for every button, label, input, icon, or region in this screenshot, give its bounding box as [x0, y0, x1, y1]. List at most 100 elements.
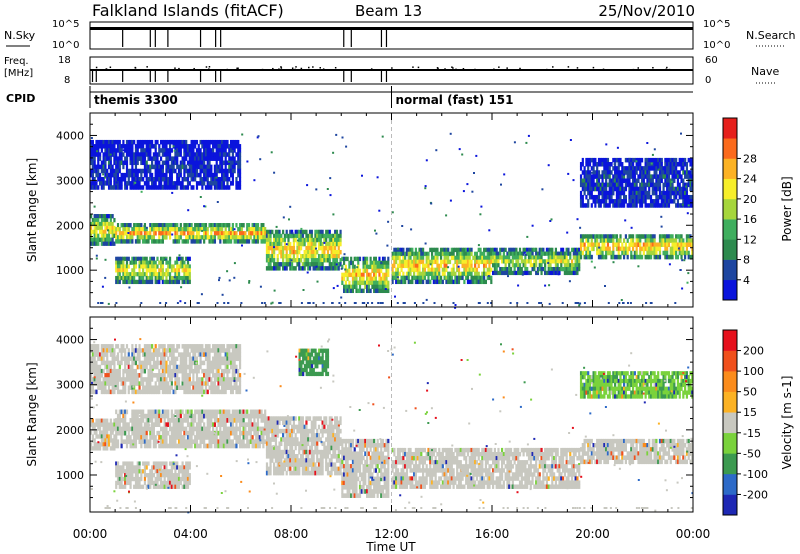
heatmap-cell	[483, 275, 486, 281]
heatmap-cell	[253, 231, 256, 236]
heatmap-cell	[134, 152, 138, 157]
nave-point	[278, 68, 280, 70]
heatmap-cell	[350, 284, 353, 290]
heatmap-cell	[142, 139, 145, 145]
heatmap-cell	[635, 242, 638, 247]
heatmap-cell	[567, 270, 570, 276]
heatmap-cell	[549, 251, 552, 256]
heatmap-cell	[212, 139, 215, 145]
heatmap-cell	[210, 139, 213, 145]
heatmap-cell	[673, 194, 676, 200]
heatmap-cell	[113, 446, 116, 451]
heatmap-cell	[648, 162, 651, 167]
heatmap-cell	[118, 152, 121, 157]
heatmap-cell	[649, 182, 653, 188]
heatmap-cell	[231, 176, 234, 182]
heatmap-cell	[644, 203, 647, 208]
heatmap-cell	[186, 181, 190, 186]
heatmap-cell	[599, 246, 602, 252]
heatmap-cell	[167, 152, 170, 157]
heatmap-cell	[195, 435, 199, 440]
heatmap-cell	[143, 430, 147, 436]
heatmap-cell	[483, 251, 486, 257]
heatmap-cell	[197, 430, 200, 436]
heatmap-speck	[215, 176, 218, 179]
heatmap-cell	[212, 156, 215, 161]
heatmap-cell	[456, 259, 459, 265]
heatmap-cell	[438, 271, 441, 277]
heatmap-cell	[271, 454, 274, 459]
heatmap-cell	[578, 259, 581, 264]
heatmap-cell	[122, 144, 125, 149]
heatmap-cell	[233, 443, 236, 449]
heatmap-cell	[599, 186, 602, 192]
heatmap-cell	[640, 178, 644, 184]
heatmap-cell	[676, 162, 680, 167]
heatmap-cell	[470, 251, 473, 257]
heatmap-cell	[691, 199, 694, 204]
heatmap-cell	[176, 275, 179, 281]
heatmap-cell	[624, 250, 627, 256]
heatmap-cell	[256, 439, 260, 445]
heatmap-cell	[601, 178, 604, 184]
heatmap-cell	[238, 418, 242, 423]
heatmap-cell	[122, 239, 125, 244]
heatmap-cell	[242, 418, 245, 423]
heatmap-cell	[381, 280, 385, 286]
heatmap-cell	[100, 430, 103, 435]
heatmap-cell	[461, 263, 464, 269]
heatmap-cell	[676, 234, 680, 239]
nave-point	[493, 68, 495, 70]
heatmap-cell	[97, 221, 100, 227]
heatmap-cell	[231, 430, 234, 436]
heatmap-cell	[186, 168, 190, 174]
heatmap-cell	[448, 279, 452, 285]
heatmap-cell	[321, 245, 324, 251]
heatmap-cell	[143, 231, 147, 236]
heatmap-cell	[653, 162, 656, 167]
heatmap-cell	[185, 443, 188, 449]
heatmap-cell	[229, 181, 233, 186]
heatmap-cell	[395, 271, 398, 277]
heatmap-cell	[120, 148, 123, 153]
heatmap-cell	[376, 284, 379, 290]
heatmap-cell	[179, 148, 182, 153]
heatmap-cell	[623, 199, 626, 204]
heatmap-cell	[626, 238, 629, 243]
heatmap-cell	[463, 251, 466, 257]
heatmap-cell	[124, 422, 127, 427]
heatmap-cell	[456, 255, 459, 261]
heatmap-cell	[183, 148, 186, 153]
heatmap-cell	[156, 156, 159, 161]
heatmap-cell	[224, 164, 227, 170]
heatmap-cell	[109, 217, 112, 223]
heatmap-cell	[104, 156, 107, 161]
heatmap-cell	[124, 413, 127, 419]
heatmap-cell	[667, 166, 671, 171]
heatmap-cell	[436, 259, 439, 265]
heatmap-cell	[172, 279, 175, 285]
heatmap-cell	[260, 223, 263, 228]
heatmap-cell	[244, 409, 247, 415]
heatmap-cell	[673, 199, 676, 204]
heatmap-cell	[404, 255, 407, 261]
heatmap-cell	[631, 166, 635, 171]
heatmap-cell	[111, 241, 114, 246]
heatmap-cell	[143, 168, 147, 174]
heatmap-cell	[456, 279, 459, 285]
heatmap-cell	[581, 242, 584, 247]
heatmap-speck	[681, 203, 684, 206]
heatmap-cell	[660, 178, 663, 184]
heatmap-cell	[253, 439, 256, 445]
heatmap-cell	[154, 435, 157, 440]
heatmap-cell	[195, 409, 199, 415]
heatmap-cell	[124, 185, 127, 190]
heatmap-cell	[506, 251, 509, 256]
heatmap-cell	[253, 409, 256, 415]
heatmap-cell	[226, 152, 229, 157]
heatmap-cell	[274, 458, 278, 463]
heatmap-cell	[303, 262, 306, 267]
heatmap-cell	[224, 443, 227, 449]
heatmap-cell	[664, 178, 667, 184]
heatmap-cell	[179, 144, 182, 149]
